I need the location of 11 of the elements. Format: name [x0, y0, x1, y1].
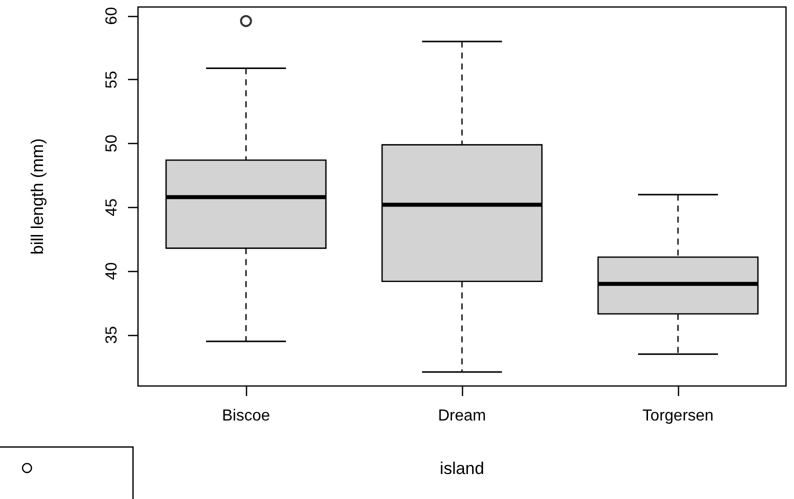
y-tick-label: 50	[104, 134, 120, 152]
y-tick-label: 40	[104, 262, 120, 280]
y-axis-title: bill length (mm)	[28, 138, 47, 255]
x-tick-label: Dream	[438, 408, 486, 424]
y-tick-label: 55	[104, 70, 120, 89]
y-tick-label: 45	[104, 198, 120, 216]
y-tick-label: 60	[104, 6, 120, 25]
x-axis-title: island	[440, 459, 484, 478]
x-tick-label: Biscoe	[222, 408, 270, 424]
x-tick-label: Torgersen	[642, 408, 714, 424]
y-tick-label: 35	[104, 326, 120, 344]
